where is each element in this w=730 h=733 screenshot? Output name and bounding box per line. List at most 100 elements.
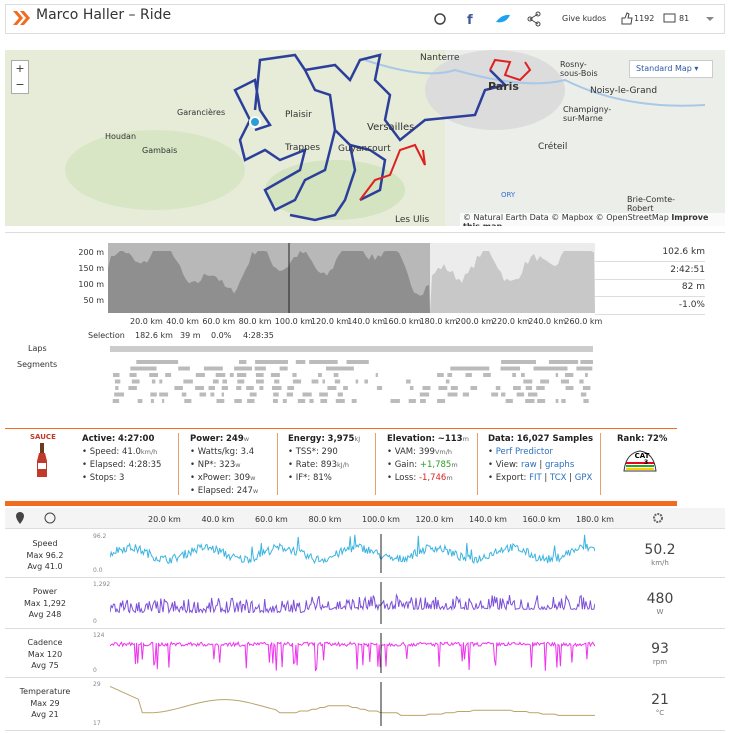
segment-bar xyxy=(470,386,478,390)
elevation-section xyxy=(5,232,725,426)
stat-unit: w xyxy=(243,435,250,443)
segment-bar xyxy=(450,386,458,390)
place-label: Paris xyxy=(488,80,519,93)
energy-group: Energy: 3,975kJ • TSS*: 290 • Rate: 893kJ/… xyxy=(288,433,360,485)
stat-row: • Loss: -1,746m xyxy=(387,473,453,483)
row-value: 323 xyxy=(219,460,236,470)
elevation-profile xyxy=(430,251,595,313)
segment-bar xyxy=(447,392,458,397)
summary-value: 2:42:51 xyxy=(595,262,705,280)
time-toggle[interactable] xyxy=(44,512,56,524)
segment-bar xyxy=(319,392,328,397)
resize-bar[interactable] xyxy=(5,501,677,506)
stat-value: 249 xyxy=(225,434,244,444)
place-label: Versailles xyxy=(367,122,415,133)
export-link[interactable]: TCX xyxy=(550,473,567,483)
row-unit: m xyxy=(446,474,453,482)
stat-row: • Stops: 3 xyxy=(82,473,125,483)
segment-bar xyxy=(309,360,338,364)
segment-bar xyxy=(355,379,359,384)
segment-bar xyxy=(136,360,179,364)
segment-bar xyxy=(234,366,252,371)
x-tick-label: 60.0 km xyxy=(202,317,236,326)
comment-icon[interactable] xyxy=(663,13,676,23)
x-tick-label: 160.0 km xyxy=(522,515,561,524)
row-divider xyxy=(5,577,725,578)
segment-bar xyxy=(302,392,312,397)
settings-icon[interactable] xyxy=(650,511,666,525)
x-tick-label: 140.0 km xyxy=(347,317,386,326)
segment-bar xyxy=(112,399,120,403)
thumb-icon[interactable] xyxy=(621,12,633,25)
segment-bar xyxy=(521,373,525,377)
stat-value: 4:27:00 xyxy=(118,434,155,444)
x-tick-label: 100.0 km xyxy=(274,317,313,326)
segment-bar xyxy=(249,392,257,397)
x-tick-label: 220.0 km xyxy=(492,317,530,326)
view-link[interactable]: raw xyxy=(521,460,537,470)
segment-bar xyxy=(333,373,339,377)
segment-bar xyxy=(445,379,450,384)
row-value: 309 xyxy=(233,473,251,483)
refresh-icon[interactable] xyxy=(434,13,446,25)
share-icon[interactable] xyxy=(527,11,541,27)
header xyxy=(5,4,725,34)
segment-bar xyxy=(270,373,280,377)
power-group: Power: 249w • Watts/kg: 3.4 • NP*: 323w • x… xyxy=(190,433,258,498)
segment-bar xyxy=(318,373,322,377)
y-tick-label: 50 m xyxy=(83,296,104,305)
axis-bottom: 0 xyxy=(93,618,97,625)
stream-value: 50.2 xyxy=(644,541,676,558)
stream-avg: Avg 41.0 xyxy=(27,562,63,571)
stat-row: • Elapsed: 4:28:35 xyxy=(82,460,162,470)
zoom-out[interactable]: − xyxy=(15,78,25,91)
row-label: Elapsed: xyxy=(89,460,126,470)
x-tick-label: 180.0 km xyxy=(419,317,458,326)
logo xyxy=(13,11,30,25)
kudos-button[interactable]: Give kudos xyxy=(562,14,607,23)
separator xyxy=(178,433,179,495)
stream-line xyxy=(110,534,595,565)
divider xyxy=(5,428,677,429)
segment-bar xyxy=(178,366,190,371)
airport-label: ORY xyxy=(501,191,516,199)
menu-caret[interactable] xyxy=(706,17,714,21)
row-value: 247 xyxy=(236,486,253,496)
laps-bar[interactable] xyxy=(110,346,593,352)
segment-bar xyxy=(279,366,288,371)
twitter-icon[interactable] xyxy=(496,14,510,23)
forest xyxy=(65,130,245,210)
summary-value: -1.0% xyxy=(595,297,705,315)
stat-title: Elevation: xyxy=(387,434,436,444)
segment-bar xyxy=(272,386,282,390)
row-label: Export: xyxy=(495,473,527,483)
map-canvas xyxy=(65,50,725,226)
route xyxy=(233,53,508,222)
map[interactable]: + − Standard Map ▾ Nanterre Rosny-sous-B… xyxy=(5,50,725,226)
export-link[interactable]: FIT xyxy=(529,473,542,483)
segments-bars[interactable] xyxy=(108,360,598,408)
stat-title: Active: xyxy=(82,434,116,444)
map-layer-select[interactable]: Standard Map ▾ xyxy=(629,60,713,78)
segment-bar xyxy=(292,373,297,377)
segment-bar xyxy=(420,399,426,403)
view-link[interactable]: graphs xyxy=(544,460,575,470)
zoom-in[interactable]: + xyxy=(15,62,25,75)
perf-link[interactable]: Perf Predictor xyxy=(495,447,553,457)
axis-bottom: 0 xyxy=(93,667,97,674)
stream-value: 21 xyxy=(651,692,669,708)
stat-row: • xPower: 309w xyxy=(190,473,256,483)
place-label: Les Ulis xyxy=(395,215,430,225)
segment-bar xyxy=(149,373,158,377)
improve-link[interactable]: Improve this map xyxy=(463,213,709,226)
elevation-chart[interactable] xyxy=(108,243,595,313)
segment-bar xyxy=(438,386,448,390)
segment-bar xyxy=(199,392,207,397)
distance-toggle[interactable] xyxy=(16,512,24,524)
segment-bar xyxy=(334,379,341,384)
facebook-icon[interactable]: f xyxy=(467,13,473,28)
toolbar-icons xyxy=(16,512,56,524)
export-link[interactable]: GPX xyxy=(574,473,593,483)
header-icons: f xyxy=(434,11,714,28)
